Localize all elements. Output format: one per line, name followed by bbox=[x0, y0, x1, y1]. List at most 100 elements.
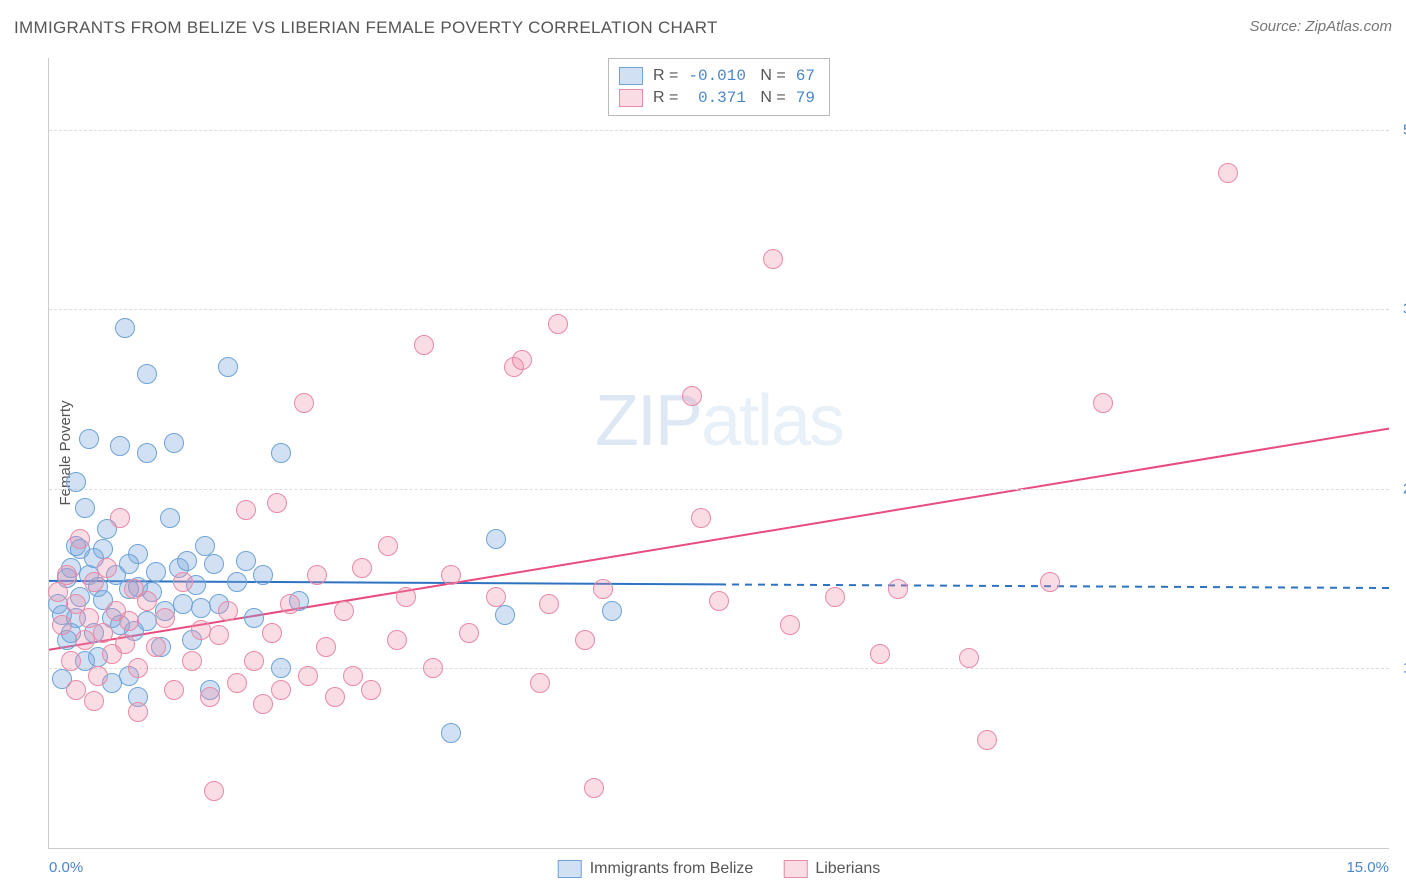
point-liberian bbox=[294, 393, 314, 413]
point-liberian bbox=[267, 493, 287, 513]
point-liberian bbox=[870, 644, 890, 664]
point-liberian bbox=[584, 778, 604, 798]
point-liberian bbox=[48, 582, 68, 602]
point-liberian bbox=[977, 730, 997, 750]
point-liberian bbox=[316, 637, 336, 657]
chart-title: IMMIGRANTS FROM BELIZE VS LIBERIAN FEMAL… bbox=[14, 18, 718, 38]
point-belize bbox=[110, 436, 130, 456]
point-belize bbox=[146, 562, 166, 582]
point-liberian bbox=[682, 386, 702, 406]
point-belize bbox=[173, 594, 193, 614]
r-1: 0.371 bbox=[688, 87, 746, 109]
legend-swatch-0 bbox=[558, 860, 582, 878]
point-liberian bbox=[459, 623, 479, 643]
point-belize bbox=[79, 429, 99, 449]
point-liberian bbox=[352, 558, 372, 578]
point-belize bbox=[164, 433, 184, 453]
gridline bbox=[49, 130, 1389, 131]
point-liberian bbox=[441, 565, 461, 585]
point-belize bbox=[137, 443, 157, 463]
point-liberian bbox=[97, 558, 117, 578]
point-liberian bbox=[262, 623, 282, 643]
point-liberian bbox=[1218, 163, 1238, 183]
y-tick: 37.5% bbox=[1395, 301, 1406, 318]
stats-row-0: R =-0.010 N =67 bbox=[619, 65, 815, 87]
y-tick: 25.0% bbox=[1395, 480, 1406, 497]
point-liberian bbox=[236, 500, 256, 520]
point-belize bbox=[115, 318, 135, 338]
y-tick: 12.5% bbox=[1395, 660, 1406, 677]
point-liberian bbox=[539, 594, 559, 614]
point-liberian bbox=[423, 658, 443, 678]
stats-row-1: R = 0.371 N =79 bbox=[619, 87, 815, 109]
point-liberian bbox=[52, 615, 72, 635]
point-belize bbox=[137, 611, 157, 631]
point-belize bbox=[93, 539, 113, 559]
point-liberian bbox=[128, 702, 148, 722]
point-belize bbox=[191, 598, 211, 618]
point-liberian bbox=[70, 529, 90, 549]
point-belize bbox=[66, 472, 86, 492]
point-liberian bbox=[343, 666, 363, 686]
point-belize bbox=[204, 554, 224, 574]
stats-legend: R =-0.010 N =67 R = 0.371 N =79 bbox=[608, 58, 830, 116]
point-liberian bbox=[146, 637, 166, 657]
point-liberian bbox=[61, 651, 81, 671]
legend-item-1: Liberians bbox=[783, 860, 880, 878]
point-belize bbox=[271, 658, 291, 678]
point-liberian bbox=[396, 587, 416, 607]
point-liberian bbox=[209, 625, 229, 645]
point-belize bbox=[75, 498, 95, 518]
point-liberian bbox=[204, 781, 224, 801]
point-liberian bbox=[182, 651, 202, 671]
point-liberian bbox=[253, 694, 273, 714]
gridline bbox=[49, 489, 1389, 490]
point-liberian bbox=[888, 579, 908, 599]
point-liberian bbox=[244, 651, 264, 671]
source-label: Source: ZipAtlas.com bbox=[1249, 18, 1392, 35]
point-belize bbox=[227, 572, 247, 592]
legend-label-1: Liberians bbox=[815, 860, 880, 878]
point-liberian bbox=[128, 658, 148, 678]
point-liberian bbox=[88, 666, 108, 686]
legend-label-0: Immigrants from Belize bbox=[590, 860, 754, 878]
point-liberian bbox=[325, 687, 345, 707]
point-liberian bbox=[84, 691, 104, 711]
point-liberian bbox=[93, 623, 113, 643]
swatch-0 bbox=[619, 67, 643, 85]
point-liberian bbox=[709, 591, 729, 611]
n-1: 79 bbox=[796, 87, 815, 109]
point-liberian bbox=[959, 648, 979, 668]
point-liberian bbox=[173, 572, 193, 592]
point-belize bbox=[244, 608, 264, 628]
point-liberian bbox=[57, 565, 77, 585]
point-liberian bbox=[575, 630, 595, 650]
point-liberian bbox=[110, 508, 130, 528]
chart-area: Female Poverty 0.0% 15.0% ZIPatlas R =-0… bbox=[48, 58, 1389, 849]
point-belize bbox=[137, 364, 157, 384]
point-liberian bbox=[486, 587, 506, 607]
point-liberian bbox=[119, 611, 139, 631]
y-tick: 50.0% bbox=[1395, 121, 1406, 138]
point-liberian bbox=[227, 673, 247, 693]
n-0: 67 bbox=[796, 65, 815, 87]
point-liberian bbox=[378, 536, 398, 556]
point-liberian bbox=[414, 335, 434, 355]
point-belize bbox=[271, 443, 291, 463]
legend-swatch-1 bbox=[783, 860, 807, 878]
point-belize bbox=[218, 357, 238, 377]
swatch-1 bbox=[619, 89, 643, 107]
point-belize bbox=[177, 551, 197, 571]
point-liberian bbox=[66, 680, 86, 700]
watermark: ZIPatlas bbox=[595, 380, 843, 462]
point-liberian bbox=[530, 673, 550, 693]
x-tick-left: 0.0% bbox=[49, 859, 83, 876]
point-liberian bbox=[512, 350, 532, 370]
point-belize bbox=[441, 723, 461, 743]
point-liberian bbox=[307, 565, 327, 585]
point-liberian bbox=[218, 601, 238, 621]
point-liberian bbox=[164, 680, 184, 700]
point-liberian bbox=[200, 687, 220, 707]
point-liberian bbox=[548, 314, 568, 334]
gridline bbox=[49, 309, 1389, 310]
